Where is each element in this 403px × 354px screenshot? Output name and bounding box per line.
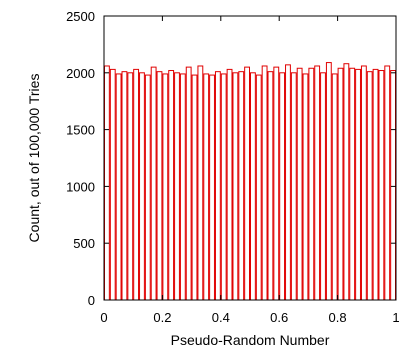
histogram-bar bbox=[185, 66, 192, 301]
histogram-bar bbox=[337, 67, 344, 301]
histogram-bar bbox=[325, 62, 332, 301]
histogram-bar bbox=[384, 65, 391, 301]
histogram-bar bbox=[115, 73, 122, 301]
histogram-bar bbox=[133, 68, 140, 301]
histogram-bar bbox=[104, 65, 110, 301]
x-axis-label: Pseudo-Random Number bbox=[171, 332, 330, 348]
x-tick-label: 1 bbox=[392, 310, 399, 325]
y-tick-label: 500 bbox=[73, 236, 95, 251]
histogram-bar bbox=[296, 67, 303, 301]
histogram-bar bbox=[378, 70, 385, 301]
histogram-bar bbox=[220, 73, 227, 301]
histogram-bar bbox=[214, 71, 221, 301]
y-tick-label: 2500 bbox=[66, 9, 95, 24]
y-tick-label: 1000 bbox=[66, 179, 95, 194]
x-tick-label: 0.2 bbox=[153, 310, 171, 325]
histogram-bar bbox=[360, 65, 367, 301]
histogram-bar bbox=[127, 72, 134, 301]
histogram-bar bbox=[349, 67, 356, 301]
histogram-bar bbox=[238, 71, 245, 301]
x-tick-label: 0.6 bbox=[270, 310, 288, 325]
histogram-bar bbox=[366, 71, 373, 301]
histogram-bar bbox=[156, 71, 163, 301]
x-tick-label: 0.8 bbox=[329, 310, 347, 325]
histogram-bar bbox=[232, 72, 239, 301]
bars-group bbox=[104, 62, 397, 301]
histogram-bar bbox=[150, 66, 157, 301]
histogram-bar bbox=[168, 70, 175, 301]
ticks-group: 0 0.2 0.4 0.6 0.8 1 0 500 1000 1500 2000 2500 bbox=[66, 9, 400, 325]
histogram-bar bbox=[267, 71, 274, 301]
histogram-bar bbox=[197, 65, 204, 301]
histogram-bar bbox=[314, 65, 321, 301]
histogram-bar bbox=[179, 73, 186, 301]
histogram-bar bbox=[390, 70, 397, 301]
histogram-bar bbox=[244, 66, 251, 301]
histogram-bar bbox=[308, 67, 315, 301]
histogram-bar bbox=[343, 63, 350, 301]
histogram-bar bbox=[331, 73, 338, 301]
histogram-bar bbox=[121, 71, 128, 301]
y-axis-label: Count, out of 100,000 Tries bbox=[26, 74, 42, 243]
histogram-bar bbox=[203, 73, 210, 301]
x-tick-label: 0.4 bbox=[212, 310, 230, 325]
histogram-bar bbox=[355, 68, 361, 301]
histogram-bar bbox=[209, 74, 215, 301]
y-tick-label: 2000 bbox=[66, 66, 95, 81]
histogram-bar bbox=[144, 74, 151, 301]
histogram-bar bbox=[226, 68, 233, 301]
histogram-bar bbox=[255, 74, 262, 301]
histogram-bar bbox=[191, 74, 198, 301]
histogram-bar bbox=[174, 72, 180, 301]
histogram-bar bbox=[290, 72, 297, 301]
histogram-bar bbox=[139, 72, 145, 301]
plot-frame bbox=[103, 15, 397, 301]
histogram-bar bbox=[279, 72, 286, 301]
histogram-bar bbox=[320, 72, 326, 301]
x-tick-label: 0 bbox=[100, 310, 107, 325]
histogram-bar bbox=[372, 68, 379, 301]
histogram-bar bbox=[109, 68, 116, 301]
y-tick-label: 0 bbox=[88, 293, 95, 308]
histogram-bar bbox=[250, 72, 256, 301]
histogram-bar bbox=[285, 64, 291, 301]
histogram-bar bbox=[273, 66, 280, 301]
histogram-bar bbox=[261, 65, 268, 301]
histogram-bar bbox=[302, 73, 309, 301]
y-tick-label: 1500 bbox=[66, 123, 95, 138]
histogram-bar bbox=[162, 73, 169, 301]
